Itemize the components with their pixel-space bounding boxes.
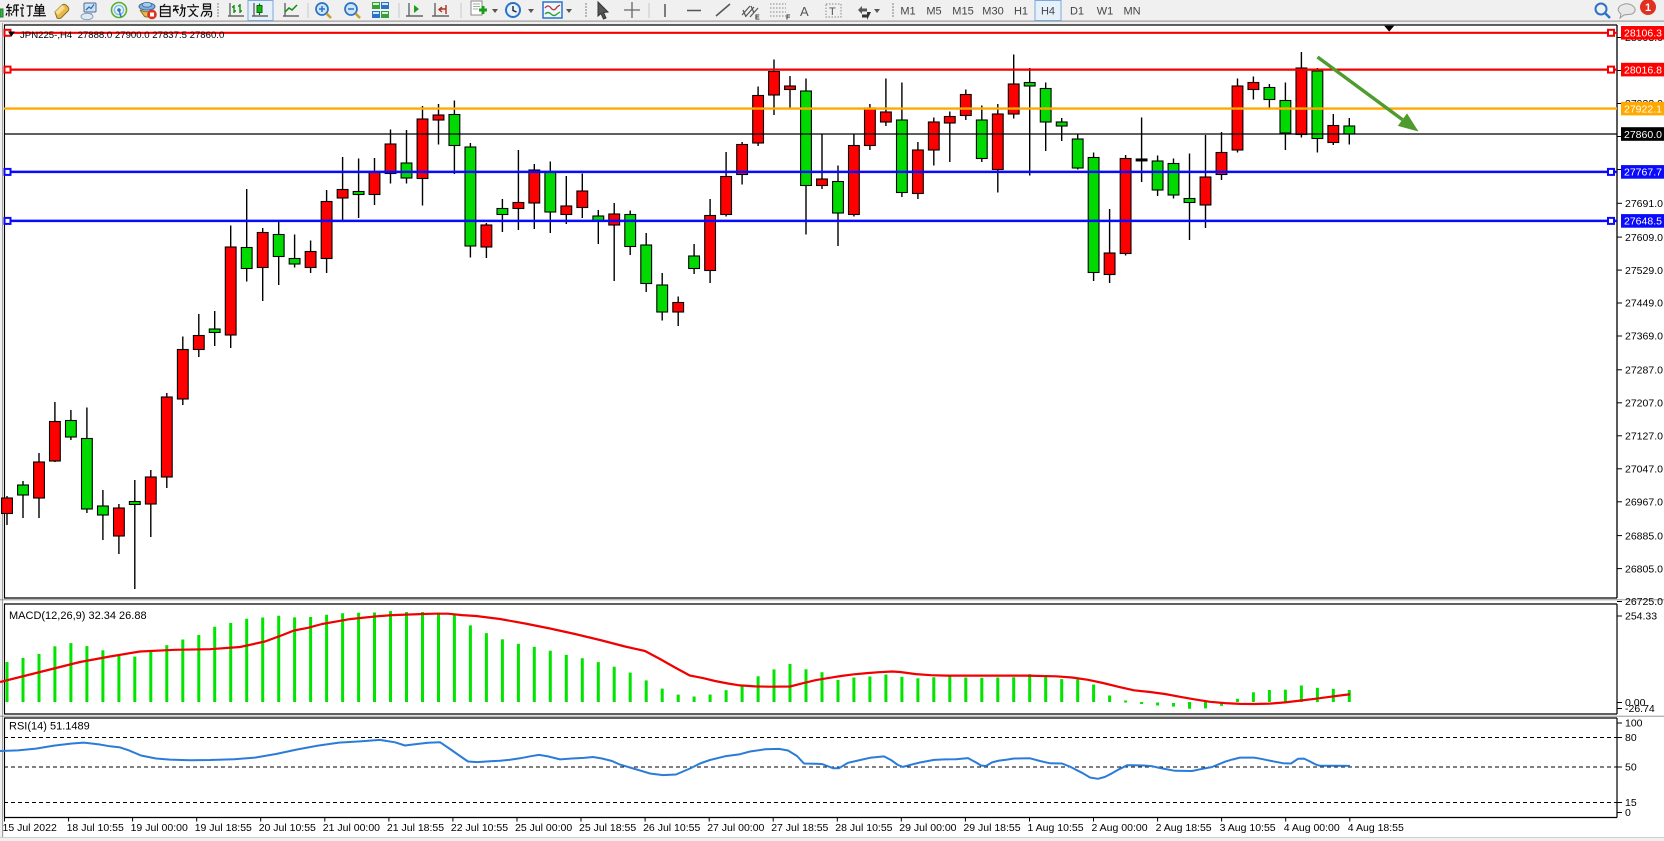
svg-text:T: T	[829, 6, 836, 18]
svg-text:0.00: 0.00	[1625, 697, 1646, 709]
svg-text:26725.0: 26725.0	[1625, 596, 1663, 608]
svg-text:F: F	[786, 15, 791, 22]
svg-text:A: A	[800, 4, 809, 19]
svg-text:15 Jul 2022: 15 Jul 2022	[3, 822, 57, 834]
svg-text:27529.0: 27529.0	[1625, 265, 1663, 277]
svg-text:4 Aug 18:55: 4 Aug 18:55	[1348, 822, 1404, 834]
svg-text:21 Jul 18:55: 21 Jul 18:55	[387, 822, 444, 834]
svg-text:M5: M5	[926, 6, 941, 18]
svg-text:27287.0: 27287.0	[1625, 365, 1663, 377]
svg-text:27691.0: 27691.0	[1625, 198, 1663, 210]
svg-text:25 Jul 00:00: 25 Jul 00:00	[515, 822, 572, 834]
svg-text:50: 50	[1625, 762, 1637, 774]
svg-text:100: 100	[1625, 718, 1643, 730]
svg-text:2 Aug 18:55: 2 Aug 18:55	[1156, 822, 1212, 834]
svg-text:4 Aug 00:00: 4 Aug 00:00	[1284, 822, 1340, 834]
svg-text:15: 15	[1625, 797, 1637, 809]
svg-text:-26.74: -26.74	[1625, 703, 1655, 715]
svg-text:D1: D1	[1070, 6, 1084, 18]
svg-text:W1: W1	[1097, 6, 1114, 18]
svg-text:28106.3: 28106.3	[1624, 28, 1662, 40]
svg-text:3 Aug 10:55: 3 Aug 10:55	[1220, 822, 1276, 834]
svg-text:JPN225-,H4 27888.0 27900.0 27: JPN225-,H4 27888.0 27900.0 27837.5 27860…	[20, 30, 224, 41]
svg-text:1 Aug 10:55: 1 Aug 10:55	[1028, 822, 1084, 834]
svg-text:26885.0: 26885.0	[1625, 530, 1663, 542]
svg-text:80: 80	[1625, 732, 1637, 744]
svg-text:27127.0: 27127.0	[1625, 431, 1663, 443]
svg-text:27369.0: 27369.0	[1625, 331, 1663, 343]
svg-text:E: E	[755, 15, 760, 22]
svg-text:H1: H1	[1014, 6, 1028, 18]
svg-text:26 Jul 10:55: 26 Jul 10:55	[643, 822, 700, 834]
svg-text:MACD(12,26,9) 32.34 26.88: MACD(12,26,9) 32.34 26.88	[9, 610, 147, 622]
svg-text:254.33: 254.33	[1625, 611, 1657, 623]
svg-text:28016.8: 28016.8	[1624, 64, 1662, 76]
svg-text:29 Jul 18:55: 29 Jul 18:55	[963, 822, 1020, 834]
svg-text:27922.1: 27922.1	[1624, 103, 1662, 115]
svg-text:19 Jul 18:55: 19 Jul 18:55	[195, 822, 252, 834]
svg-text:19 Jul 00:00: 19 Jul 00:00	[131, 822, 188, 834]
svg-text:M1: M1	[900, 6, 915, 18]
svg-text:28 Jul 10:55: 28 Jul 10:55	[835, 822, 892, 834]
svg-text:0: 0	[1625, 807, 1631, 819]
svg-text:25 Jul 18:55: 25 Jul 18:55	[579, 822, 636, 834]
svg-text:M15: M15	[952, 6, 973, 18]
svg-text:27047.0: 27047.0	[1625, 464, 1663, 476]
svg-text:21 Jul 00:00: 21 Jul 00:00	[323, 822, 380, 834]
svg-text:20 Jul 10:55: 20 Jul 10:55	[259, 822, 316, 834]
svg-text:27609.0: 27609.0	[1625, 232, 1663, 244]
svg-text:M30: M30	[982, 6, 1003, 18]
svg-text:RSI(14) 51.1489: RSI(14) 51.1489	[9, 721, 90, 733]
svg-text:27 Jul 18:55: 27 Jul 18:55	[771, 822, 828, 834]
svg-text:27860.0: 27860.0	[1624, 129, 1662, 141]
svg-text:27767.7: 27767.7	[1624, 167, 1662, 179]
svg-text:H4: H4	[1041, 6, 1055, 18]
svg-text:27207.0: 27207.0	[1625, 398, 1663, 410]
svg-text:18 Jul 10:55: 18 Jul 10:55	[67, 822, 124, 834]
svg-text:29 Jul 00:00: 29 Jul 00:00	[899, 822, 956, 834]
svg-text:27 Jul 00:00: 27 Jul 00:00	[707, 822, 764, 834]
svg-text:27449.0: 27449.0	[1625, 298, 1663, 310]
svg-text:26967.0: 26967.0	[1625, 497, 1663, 509]
svg-text:MN: MN	[1123, 6, 1140, 18]
svg-text:2 Aug 00:00: 2 Aug 00:00	[1092, 822, 1148, 834]
svg-text:26805.0: 26805.0	[1625, 563, 1663, 575]
svg-text:22 Jul 10:55: 22 Jul 10:55	[451, 822, 508, 834]
svg-text:1: 1	[1645, 2, 1651, 14]
svg-text:27648.5: 27648.5	[1624, 216, 1662, 228]
